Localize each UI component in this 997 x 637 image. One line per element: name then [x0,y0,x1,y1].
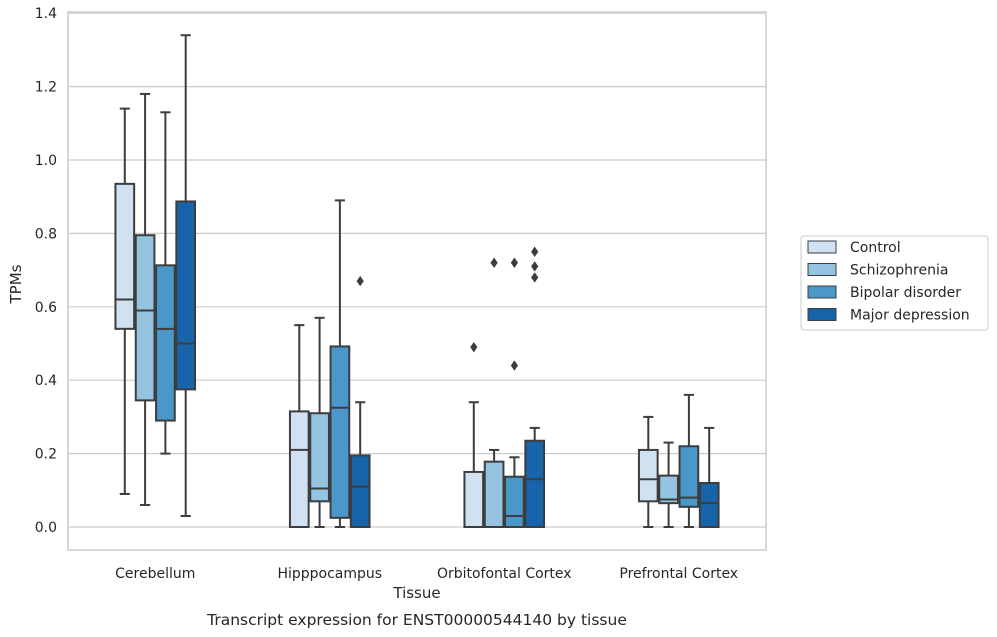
legend-label: Bipolar disorder [850,285,961,301]
legend-items: Control Schizophrenia Bipolar disorder Majo… [807,240,970,324]
box-body [114,182,136,330]
box-bipolar-disorder [155,111,176,455]
x-axis-label: Tissue [392,584,440,602]
box-body [483,460,505,529]
box-body [658,474,679,505]
y-tick-label: 0.2 [35,447,57,463]
legend-label: Control [850,240,901,256]
y-axis-label: TPMs [7,264,25,304]
legend-swatch [807,308,837,321]
x-tick-label: Orbitofontal Cortex [437,566,572,582]
legend-label: Major depression [850,308,970,324]
plot-frame [67,11,767,551]
box-body [504,475,525,529]
box-body [288,410,310,528]
y-tick-label: 0.4 [35,373,57,389]
box-control [114,107,136,495]
y-tick-label: 0.0 [35,520,57,536]
x-tick-label: Prefrontal Cortex [619,566,738,582]
box-body [155,264,176,422]
box-body [134,234,156,402]
legend-swatch [807,263,837,276]
box-major-depression [698,426,720,528]
outlier-point [531,272,539,283]
outlier-point [531,261,539,272]
box-bipolar-disorder [678,393,700,528]
x-tick-label: Cerebellum [115,566,195,582]
legend: Control Schizophrenia Bipolar disorder Majo… [800,235,989,331]
box-control [637,415,659,528]
chart-caption: Transcript expression for ENST0000054414… [206,611,627,629]
legend-label: Schizophrenia [850,263,948,279]
box-body [349,454,371,528]
box-schizophrenia [658,441,679,528]
y-tick-label: 0.6 [35,300,57,316]
x-tick-label: Hipppocampus [277,566,382,582]
x-tick-labels: Cerebellum Hipppocampus Orbitofontal Corte… [115,566,738,582]
outlier-point [356,275,364,287]
box-control [463,341,485,529]
box-body [463,470,485,529]
outlier-point [510,360,518,371]
box-body [309,412,330,503]
box-body [698,481,720,528]
box-major-depression [524,246,546,529]
legend-item: Major depression [807,308,970,324]
outlier-point [470,341,478,353]
y-tick-label: 0.8 [35,226,57,242]
legend-swatch [807,240,837,254]
box-schizophrenia [309,316,330,528]
box-schizophrenia [483,257,505,529]
box-control [288,324,310,528]
box-major-depression [175,34,197,517]
box-body [175,200,197,391]
box-body [329,345,351,519]
legend-frame [800,235,989,331]
y-tick-label: 1.2 [35,80,57,96]
y-tick-labels: 0.0 0.2 0.4 0.6 0.8 1.0 1.2 1.4 [35,6,57,536]
y-tick-label: 1.4 [35,6,57,22]
outlier-point [510,257,518,268]
box-body [678,445,700,508]
legend-item: Bipolar disorder [807,285,961,301]
legend-item: Control [807,240,901,256]
box-body [524,439,546,529]
legend-item: Schizophrenia [807,263,948,279]
outlier-point [490,257,498,268]
box-body [637,448,659,503]
y-tick-label: 1.0 [35,153,57,169]
outlier-point [531,246,539,257]
box-bipolar-disorder [504,257,525,529]
legend-swatch [807,285,837,299]
box-schizophrenia [134,92,156,506]
box-major-depression [349,275,371,528]
box-bipolar-disorder [329,199,351,528]
box-plots [114,34,720,529]
